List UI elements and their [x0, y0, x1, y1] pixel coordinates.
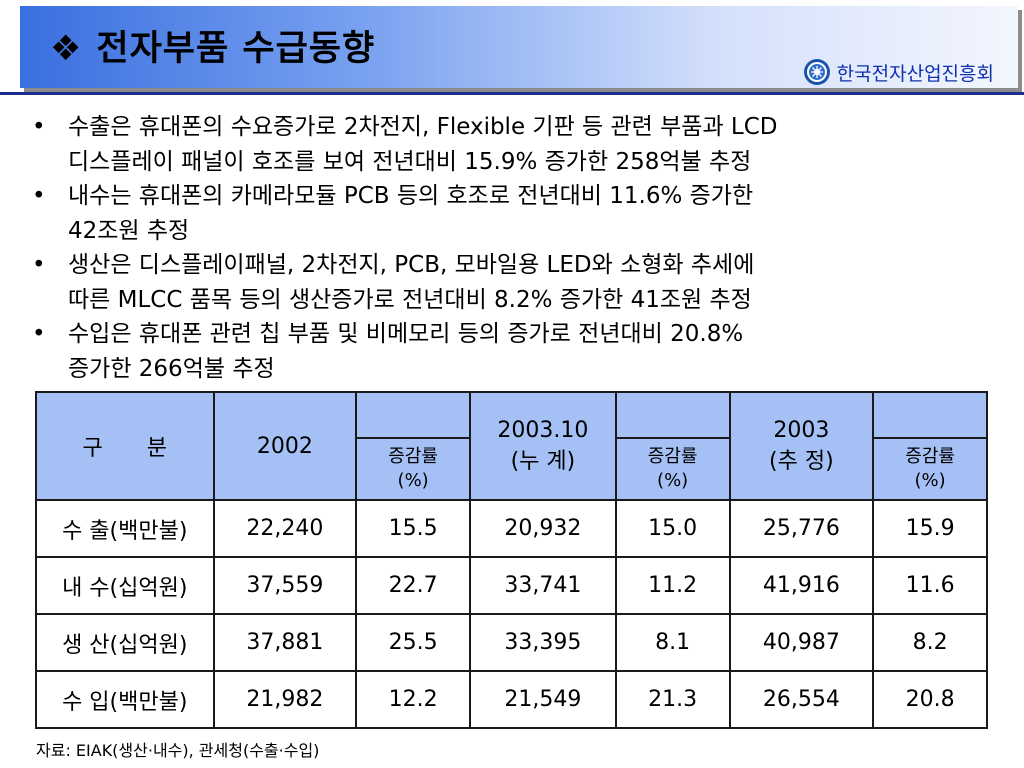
- bullet-line: 따른 MLCC 품목 등의 생산증가로 전년대비 8.2% 증가한 41조원 추…: [68, 286, 752, 313]
- row-label: 수 입(백만불): [35, 670, 215, 729]
- bullet-marker: •: [32, 252, 46, 278]
- bullet-item: • 수출은 휴대폰의 수요증가로 2차전지, Flexible 기판 등 관련 부…: [30, 110, 1000, 179]
- table-row: 수 입(백만불) 21,982 12.2 21,549 21.3 26,554 …: [35, 670, 988, 729]
- cell-rate: 15.5: [355, 499, 471, 558]
- bullet-item: • 생산은 디스플레이패널, 2차전지, PCB, 모바일용 LED와 소형화 추…: [30, 248, 1000, 317]
- rate-unit: (%): [914, 470, 946, 491]
- table-row: 수 출(백만불) 22,240 15.5 20,932 15.0 25,776 …: [35, 499, 988, 558]
- cell-rate: 8.1: [614, 613, 731, 672]
- header-2003-10-sub: (누 계): [510, 448, 576, 474]
- header-blank: [355, 391, 471, 439]
- cell-rate: 8.2: [872, 613, 988, 672]
- header-2003-year: 2003: [773, 417, 830, 443]
- cell-2003: 40,987: [728, 613, 875, 672]
- cell-2003: 41,916: [728, 556, 875, 615]
- summary-bullets: • 수출은 휴대폰의 수요증가로 2차전지, Flexible 기판 등 관련 부…: [30, 110, 1000, 386]
- row-label: 내 수(십억원): [35, 556, 215, 615]
- cell-rate: 15.9: [872, 499, 988, 558]
- rate-unit: (%): [397, 470, 429, 491]
- page-title: ❖ 전자부품 수급동향: [50, 20, 375, 71]
- cell-rate: 21.3: [614, 670, 731, 729]
- cell-2003-10: 33,741: [469, 556, 617, 615]
- diamond-bullet-icon: ❖: [50, 29, 83, 69]
- bullet-marker: •: [32, 183, 46, 209]
- bullet-marker: •: [32, 114, 46, 140]
- source-note: 자료: EIAK(생산·내수), 관세청(수출·수입): [36, 741, 320, 760]
- header-blank: [614, 391, 731, 439]
- header-2003: 2003 (추 정): [728, 391, 875, 501]
- cell-2002: 37,559: [212, 556, 358, 615]
- bullet-line: 디스플레이 패널이 호조를 보여 전년대비 15.9% 증가한 258억불 추정: [68, 148, 752, 175]
- header-rate: 증감률 (%): [355, 437, 471, 501]
- bullet-line: 수출은 휴대폰의 수요증가로 2차전지, Flexible 기판 등 관련 부품…: [68, 114, 778, 140]
- cell-2003: 25,776: [728, 499, 875, 558]
- bullet-item: • 수입은 휴대폰 관련 칩 부품 및 비메모리 등의 증가로 전년대비 20.8…: [30, 317, 1000, 386]
- title-bar: ❖ 전자부품 수급동향 한국전자산업진흥회: [20, 6, 1018, 88]
- supply-demand-table: 구 분 2002 2003.10 (누 계) 2003 (추 정) 증감률 (%) 증…: [35, 391, 988, 729]
- cell-2003-10: 33,395: [469, 613, 617, 672]
- cell-2003-10: 21,549: [469, 670, 617, 729]
- bullet-item: • 내수는 휴대폰의 카메라모듈 PCB 등의 호조로 전년대비 11.6% 증가…: [30, 179, 1000, 248]
- org-logo-icon: [803, 59, 830, 85]
- cell-rate: 12.2: [355, 670, 471, 729]
- rate-label: 증감률: [905, 446, 955, 467]
- cell-2002: 21,982: [212, 670, 358, 729]
- table-row: 내 수(십억원) 37,559 22.7 33,741 11.2 41,916 …: [35, 556, 988, 615]
- org-name: 한국전자산업진흥회: [836, 62, 994, 85]
- cell-2003: 26,554: [728, 670, 875, 729]
- org-branding: 한국전자산업진흥회: [803, 58, 994, 86]
- bullet-line: 수입은 휴대폰 관련 칩 부품 및 비메모리 등의 증가로 전년대비 20.8%: [68, 321, 744, 347]
- page-title-text: 전자부품 수급동향: [96, 29, 376, 69]
- cell-2003-10: 20,932: [469, 499, 617, 558]
- header-2003-sub: (추 정): [769, 448, 834, 474]
- cell-rate: 11.6: [872, 556, 988, 615]
- header-blank: [872, 391, 988, 439]
- cell-rate: 22.7: [355, 556, 471, 615]
- cell-2002: 22,240: [212, 499, 358, 558]
- cell-rate: 20.8: [872, 670, 988, 729]
- header-rate: 증감률 (%): [614, 437, 731, 501]
- header-2002: 2002: [212, 391, 358, 501]
- cell-rate: 11.2: [614, 556, 731, 615]
- row-label: 수 출(백만불): [35, 499, 215, 558]
- bullet-line: 증가한 266억불 추정: [68, 355, 275, 382]
- cell-rate: 25.5: [355, 613, 471, 672]
- bullet-line: 생산은 디스플레이패널, 2차전지, PCB, 모바일용 LED와 소형화 추세…: [68, 252, 755, 278]
- cell-2002: 37,881: [212, 613, 358, 672]
- rate-label: 증감률: [388, 446, 438, 467]
- cell-rate: 15.0: [614, 499, 731, 558]
- header-2003-10: 2003.10 (누 계): [469, 391, 617, 501]
- bullet-marker: •: [32, 321, 46, 347]
- bullet-line: 내수는 휴대폰의 카메라모듈 PCB 등의 호조로 전년대비 11.6% 증가한: [68, 183, 754, 209]
- header-category: 구 분: [35, 391, 215, 501]
- header-2003-10-year: 2003.10: [497, 417, 589, 443]
- rate-unit: (%): [657, 470, 689, 491]
- table-row: 생 산(십억원) 37,881 25.5 33,395 8.1 40,987 8…: [35, 613, 988, 672]
- rate-label: 증감률: [647, 446, 698, 467]
- header-rate: 증감률 (%): [872, 437, 988, 501]
- header-divider: [0, 92, 1024, 95]
- row-label: 생 산(십억원): [35, 613, 215, 672]
- bullet-line: 42조원 추정: [68, 217, 190, 244]
